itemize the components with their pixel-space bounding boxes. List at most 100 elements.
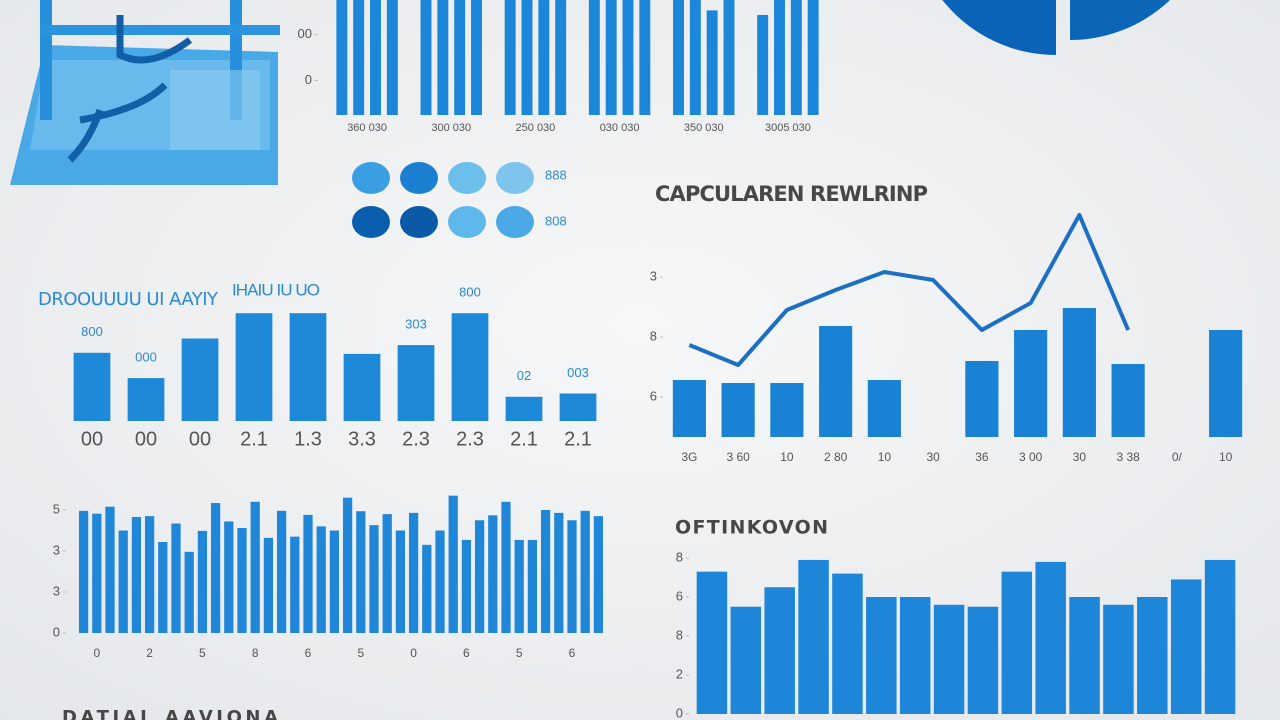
bar	[933, 604, 965, 714]
annotation: 000	[135, 350, 157, 365]
bar	[343, 353, 381, 421]
bar	[289, 313, 327, 421]
x-tick-label: 10	[878, 450, 892, 464]
bar	[559, 393, 597, 421]
bar	[336, 0, 348, 115]
bar	[235, 313, 273, 421]
y-tick-label: 3	[53, 542, 60, 557]
bar	[554, 512, 564, 633]
x-tick-label: 5	[357, 646, 364, 660]
bar	[706, 10, 718, 116]
bar	[382, 514, 392, 633]
bar	[420, 0, 432, 115]
bar	[276, 510, 287, 633]
bar	[505, 396, 543, 421]
bar	[1170, 579, 1202, 714]
bar	[866, 597, 897, 714]
x-tick-label: 2.1	[510, 428, 538, 450]
bar	[721, 383, 755, 437]
bar	[605, 0, 617, 115]
bar	[105, 506, 115, 633]
bar	[1111, 364, 1145, 437]
bar	[538, 0, 550, 115]
bar	[131, 516, 142, 633]
legend-swatch	[400, 162, 438, 194]
bar	[118, 530, 128, 633]
bar	[197, 530, 208, 633]
bar	[832, 573, 863, 714]
bar	[730, 606, 762, 714]
bar	[171, 523, 181, 633]
pie-slice	[1070, 0, 1170, 40]
legend-swatch	[496, 162, 534, 194]
bar	[521, 0, 533, 115]
bar	[672, 380, 706, 437]
x-tick-label: 30	[1073, 450, 1087, 464]
legend-swatch	[496, 206, 534, 238]
bar	[250, 501, 260, 633]
x-tick-label: 3G	[681, 450, 697, 464]
bar	[144, 516, 155, 633]
bar	[303, 514, 313, 633]
x-tick-label: 2	[146, 646, 153, 660]
bar	[807, 0, 819, 115]
x-tick-label: 2.3	[456, 428, 484, 450]
bar	[181, 338, 219, 421]
annotation: 800	[81, 324, 103, 339]
x-tick-label: 360 030	[347, 122, 387, 134]
bar	[689, 0, 701, 115]
bar	[540, 510, 551, 633]
legend-swatch	[352, 206, 390, 238]
x-tick-label: 00	[81, 428, 103, 450]
bar	[353, 0, 365, 115]
bar	[386, 0, 398, 115]
x-tick-label: 6	[305, 646, 312, 660]
bar	[588, 0, 600, 115]
bar	[158, 541, 168, 633]
bar	[673, 0, 684, 115]
x-tick-label: 2.3	[402, 428, 430, 450]
bar	[770, 383, 804, 437]
x-tick-label: 8	[252, 646, 259, 660]
y-tick-label: 0	[305, 72, 312, 87]
bar	[1209, 330, 1243, 437]
bar	[329, 530, 340, 633]
x-tick-label: 5	[516, 646, 523, 660]
x-tick-label: 6	[463, 646, 470, 660]
bar	[237, 528, 247, 633]
bar	[1014, 330, 1048, 437]
x-tick-label: 0	[93, 646, 100, 660]
bar	[555, 0, 567, 115]
bar	[1103, 604, 1134, 714]
y-tick-label: 3	[53, 583, 60, 598]
bar	[263, 537, 274, 633]
bar	[593, 516, 604, 633]
bar	[639, 0, 651, 115]
bar	[1035, 561, 1066, 714]
x-tick-label: 2.1	[564, 428, 592, 450]
bar	[448, 495, 458, 633]
bar	[696, 571, 728, 714]
y-tick-label: 0	[676, 705, 683, 720]
bar	[395, 530, 406, 633]
chart-title: CAPCULAREN REWLRINP	[655, 182, 928, 206]
bar	[1062, 308, 1096, 437]
bar	[474, 520, 485, 633]
bar	[580, 510, 590, 633]
pie-slice	[942, 0, 1056, 55]
bar	[967, 606, 999, 714]
bar	[73, 352, 111, 421]
x-tick-label: 3005 030	[765, 122, 811, 134]
bar	[342, 497, 353, 633]
bar	[899, 597, 931, 714]
bar	[514, 539, 524, 633]
bar	[356, 511, 366, 633]
bar	[757, 14, 769, 116]
bar	[527, 539, 538, 633]
bar	[790, 0, 802, 115]
bar	[488, 515, 498, 633]
y-tick-label: 8	[676, 549, 683, 564]
x-tick-label: 250 030	[516, 122, 556, 134]
y-tick-label: 5	[53, 501, 60, 516]
bar	[78, 510, 89, 633]
